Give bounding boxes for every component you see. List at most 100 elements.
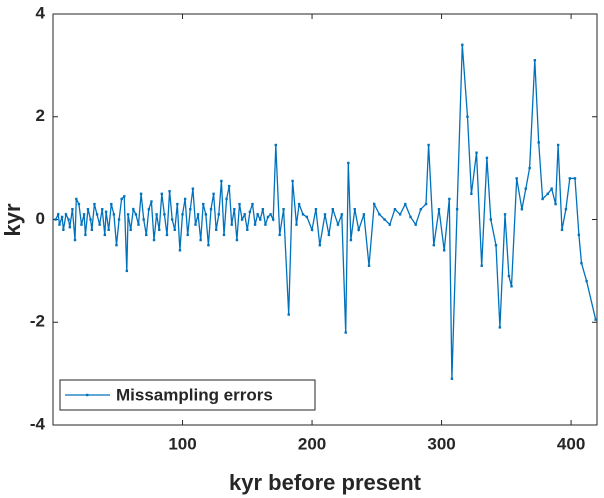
point-marker bbox=[117, 218, 121, 221]
point-marker bbox=[388, 223, 391, 226]
point-marker bbox=[327, 233, 331, 237]
point-marker bbox=[93, 202, 96, 206]
point-marker bbox=[163, 213, 166, 216]
point-marker bbox=[104, 210, 108, 213]
point-marker bbox=[75, 197, 78, 201]
point-marker bbox=[419, 208, 423, 211]
point-marker bbox=[295, 223, 298, 226]
point-marker bbox=[194, 223, 197, 226]
point-marker bbox=[461, 43, 464, 47]
point-marker bbox=[238, 202, 241, 206]
point-marker bbox=[139, 192, 143, 196]
point-marker bbox=[212, 192, 215, 196]
point-marker bbox=[373, 202, 376, 206]
point-marker bbox=[520, 208, 524, 211]
point-marker bbox=[152, 238, 156, 242]
point-marker bbox=[204, 213, 208, 216]
point-marker bbox=[165, 233, 169, 237]
point-marker bbox=[68, 226, 72, 229]
plot-area bbox=[52, 13, 598, 426]
y-tick-label: -2 bbox=[30, 312, 45, 331]
series-line bbox=[55, 44, 597, 379]
point-marker bbox=[98, 223, 101, 226]
point-marker bbox=[498, 326, 502, 329]
point-marker bbox=[310, 228, 314, 231]
point-marker bbox=[287, 313, 290, 316]
point-marker bbox=[189, 208, 192, 211]
point-marker bbox=[176, 202, 179, 206]
point-marker bbox=[585, 279, 588, 283]
point-marker bbox=[344, 331, 347, 334]
point-marker bbox=[556, 143, 560, 147]
point-marker bbox=[424, 202, 428, 206]
point-marker bbox=[134, 213, 138, 216]
point-marker bbox=[367, 264, 371, 267]
point-marker bbox=[432, 243, 435, 247]
point-marker bbox=[199, 238, 202, 242]
point-marker bbox=[340, 213, 344, 216]
point-marker bbox=[282, 208, 285, 211]
point-marker bbox=[73, 238, 77, 242]
point-marker bbox=[264, 223, 267, 226]
point-marker bbox=[64, 213, 68, 216]
point-marker bbox=[80, 223, 83, 226]
point-marker bbox=[274, 143, 277, 147]
point-marker bbox=[568, 177, 571, 180]
point-marker bbox=[271, 218, 275, 221]
y-tick-label: 4 bbox=[36, 3, 46, 22]
point-marker bbox=[125, 269, 129, 273]
point-marker bbox=[173, 228, 176, 231]
point-marker bbox=[54, 218, 57, 221]
point-marker bbox=[215, 228, 218, 231]
point-marker bbox=[115, 243, 118, 247]
point-marker bbox=[120, 197, 123, 201]
point-marker bbox=[485, 156, 489, 160]
point-marker bbox=[357, 228, 360, 231]
point-marker bbox=[437, 208, 441, 211]
point-marker bbox=[393, 208, 397, 211]
legend-marker bbox=[86, 393, 89, 397]
point-marker bbox=[546, 192, 549, 196]
point-marker bbox=[398, 213, 402, 216]
point-marker bbox=[266, 215, 270, 219]
point-marker bbox=[503, 213, 507, 216]
point-marker bbox=[82, 213, 86, 216]
point-marker bbox=[110, 202, 113, 206]
point-marker bbox=[314, 208, 318, 211]
point-marker bbox=[84, 233, 87, 237]
point-marker bbox=[564, 208, 568, 211]
point-marker bbox=[541, 197, 544, 201]
point-marker bbox=[261, 208, 265, 211]
point-marker bbox=[142, 218, 145, 221]
point-marker bbox=[181, 213, 184, 216]
point-marker bbox=[494, 243, 498, 247]
point-marker bbox=[60, 215, 64, 219]
point-marker bbox=[67, 218, 70, 221]
point-marker bbox=[409, 215, 412, 219]
point-marker bbox=[225, 197, 228, 201]
point-marker bbox=[291, 179, 294, 183]
point-marker bbox=[170, 218, 174, 221]
point-marker bbox=[480, 264, 483, 267]
point-marker bbox=[202, 202, 205, 206]
point-marker bbox=[107, 228, 110, 231]
point-marker bbox=[71, 208, 74, 211]
point-marker bbox=[240, 218, 244, 221]
point-marker bbox=[404, 202, 407, 206]
point-marker bbox=[186, 233, 189, 237]
point-marker bbox=[222, 233, 226, 237]
point-marker bbox=[77, 202, 81, 206]
point-marker bbox=[62, 228, 65, 231]
point-marker bbox=[442, 249, 446, 252]
x-tick-label: 200 bbox=[298, 434, 326, 453]
point-marker bbox=[560, 228, 564, 231]
y-tick-label: 2 bbox=[36, 106, 45, 125]
point-marker bbox=[183, 197, 187, 201]
point-marker bbox=[137, 223, 140, 226]
point-marker bbox=[103, 233, 107, 237]
point-marker bbox=[524, 187, 527, 190]
point-marker bbox=[594, 318, 597, 321]
point-marker bbox=[58, 223, 61, 226]
point-marker bbox=[448, 197, 451, 201]
point-marker bbox=[160, 192, 163, 196]
